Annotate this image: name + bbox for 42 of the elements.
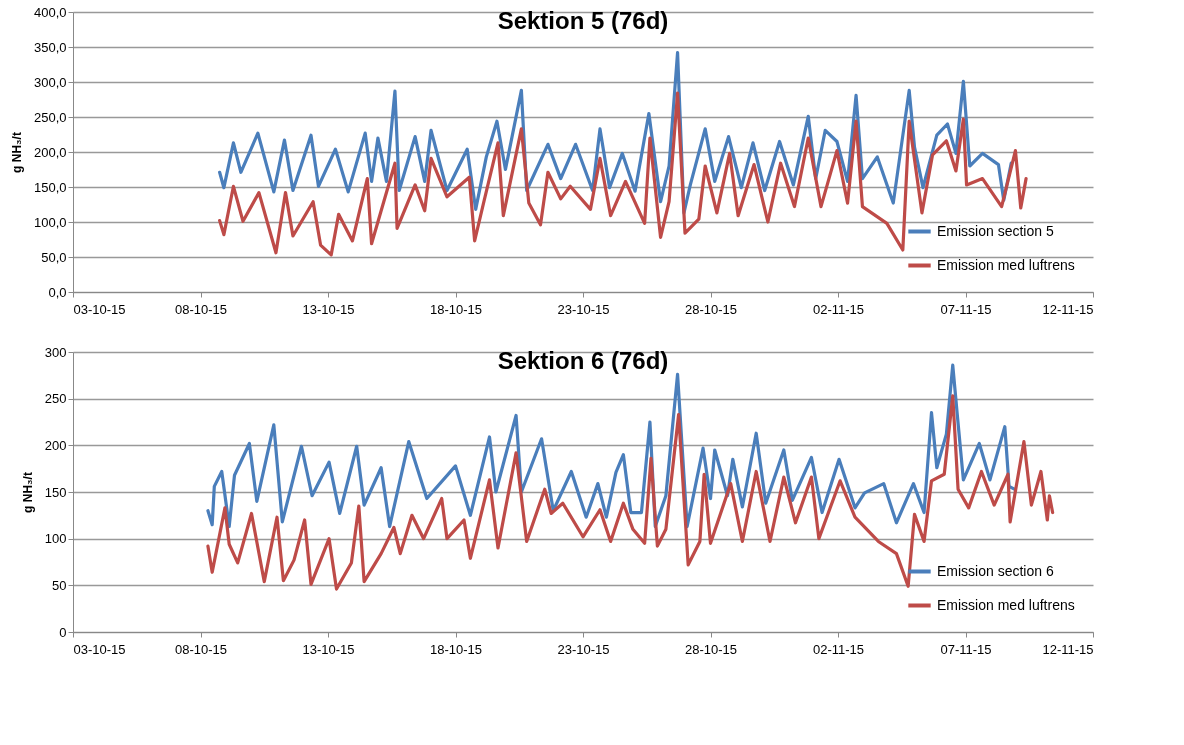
x-tick-label: 18-10-15 <box>429 301 483 317</box>
legend-label: Emission med luftrens <box>937 596 1075 613</box>
y-tick-label: 200,0 <box>33 144 67 160</box>
x-tick-label: 02-11-15 <box>812 641 865 657</box>
x-tick-label: 18-10-15 <box>429 641 483 657</box>
chart-title: Sektion 5 (76d) <box>497 7 669 34</box>
x-tick-label: 03-10-15 <box>73 301 126 317</box>
chart-title: Sektion 6 (76d) <box>497 347 669 374</box>
y-tick-label: 350,0 <box>33 39 67 55</box>
y-tick-label: 250,0 <box>33 109 67 125</box>
y-tick-label: 50,0 <box>41 249 67 265</box>
x-tick-label: 28-10-15 <box>684 301 738 317</box>
y-tick-label: 0,0 <box>48 284 67 300</box>
y-tick-label: 400,0 <box>33 4 67 20</box>
y-tick-label: 300 <box>44 344 67 360</box>
x-tick-label: 13-10-15 <box>302 641 355 657</box>
x-tick-label: 12-11-15 <box>1042 641 1094 657</box>
x-tick-label: 07-11-15 <box>940 301 992 317</box>
legend-label: Emission med luftrens <box>937 256 1075 273</box>
y-tick-label: 0 <box>59 624 67 640</box>
x-tick-label: 23-10-15 <box>557 301 610 317</box>
x-tick-label: 28-10-15 <box>684 641 738 657</box>
y-axis-title: g NH₃/t <box>20 472 35 513</box>
y-tick-label: 50 <box>52 577 67 593</box>
y-tick-label: 250 <box>44 391 67 407</box>
y-tick-label: 150,0 <box>33 179 67 195</box>
x-tick-label: 12-11-15 <box>1042 301 1094 317</box>
legend-label: Emission section 5 <box>937 222 1054 239</box>
x-tick-label: 02-11-15 <box>812 301 865 317</box>
x-tick-label: 08-10-15 <box>174 641 228 657</box>
y-tick-label: 150 <box>44 484 67 500</box>
x-tick-label: 03-10-15 <box>73 641 126 657</box>
y-axis-title: g NH₃/t <box>9 132 24 173</box>
y-tick-label: 300,0 <box>33 74 67 90</box>
y-tick-label: 100 <box>44 531 67 547</box>
x-tick-label: 08-10-15 <box>174 301 228 317</box>
x-tick-label: 07-11-15 <box>940 641 992 657</box>
legend-label: Emission section 6 <box>937 562 1054 579</box>
x-tick-label: 23-10-15 <box>557 641 610 657</box>
y-tick-label: 200 <box>44 437 67 453</box>
x-tick-label: 13-10-15 <box>302 301 355 317</box>
y-tick-label: 100,0 <box>33 214 67 230</box>
